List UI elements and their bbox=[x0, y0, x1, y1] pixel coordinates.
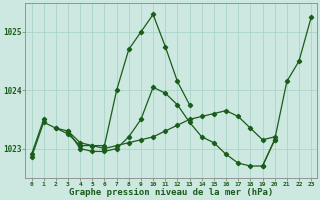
X-axis label: Graphe pression niveau de la mer (hPa): Graphe pression niveau de la mer (hPa) bbox=[69, 188, 274, 197]
